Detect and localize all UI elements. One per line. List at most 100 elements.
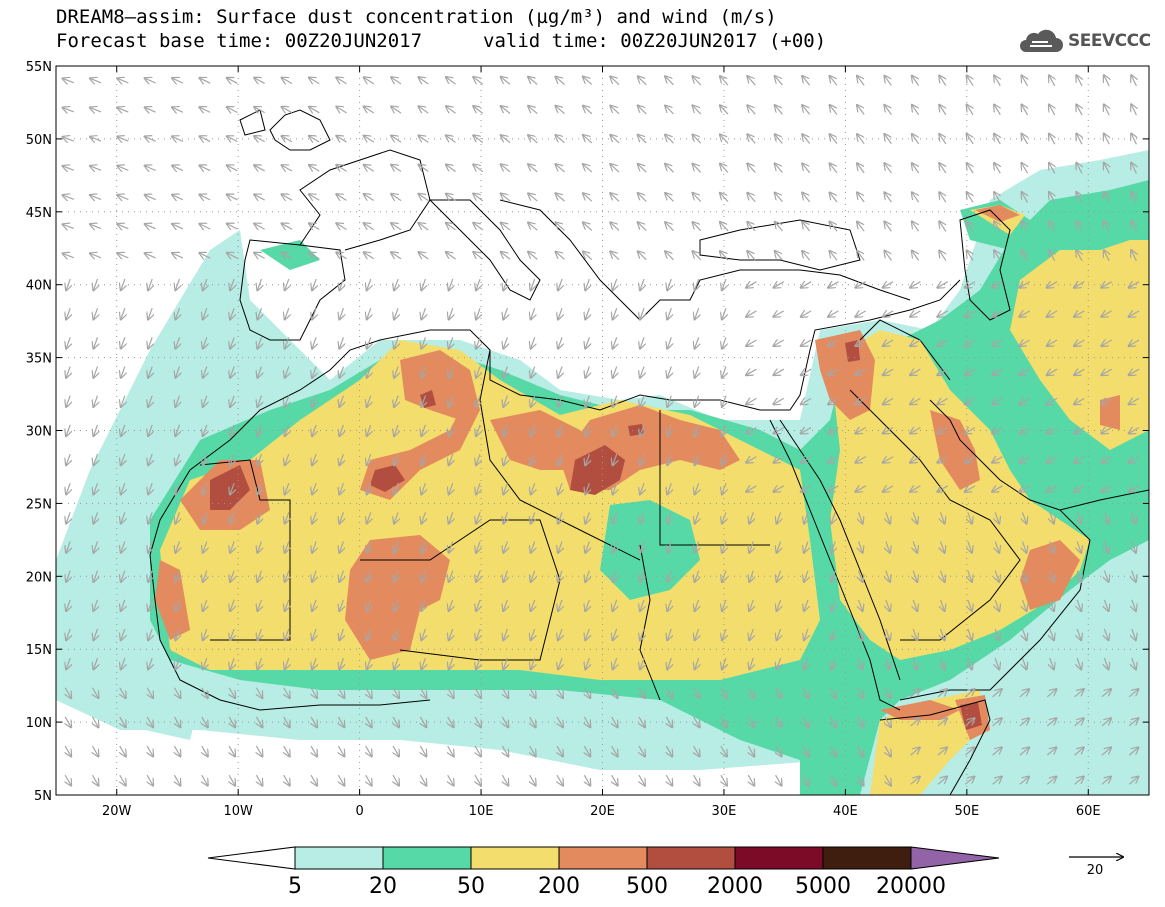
wind-arrow — [1128, 689, 1138, 698]
wind-arrow — [175, 308, 179, 319]
wind-arrow — [229, 716, 235, 727]
wind-arrow — [501, 223, 511, 231]
wind-arrow — [311, 687, 317, 698]
wind-arrow — [855, 369, 867, 375]
wind-arrow — [254, 224, 265, 230]
wind-arrow — [254, 107, 265, 113]
wind-arrow — [285, 366, 289, 378]
wind-arrow — [449, 628, 453, 640]
wind-arrow — [203, 628, 207, 640]
wind-arrow — [121, 512, 125, 523]
wind-arrow — [339, 424, 343, 436]
wind-arrow — [1101, 369, 1112, 375]
wind-arrow — [285, 337, 289, 348]
wind-arrow — [912, 192, 920, 203]
wind-arrow — [364, 194, 375, 201]
wind-arrow — [1101, 398, 1112, 404]
wind-arrow — [394, 395, 398, 407]
wind-arrow — [828, 340, 839, 346]
wind-arrow — [367, 657, 371, 669]
wind-arrow — [692, 251, 702, 261]
wind-arrow — [720, 164, 729, 173]
longitude-axis: 20W 10W 0 10E 20E 30E 40E 50E 60E — [102, 66, 1101, 819]
wind-arrow — [117, 195, 129, 200]
lon-label: 60E — [1076, 804, 1101, 819]
wind-arrow — [558, 482, 562, 494]
wind-arrow — [855, 398, 867, 404]
wind-arrow — [667, 278, 671, 290]
colorbar-swatch — [734, 846, 824, 870]
wind-arrow — [667, 570, 671, 582]
wind-arrow — [312, 453, 316, 465]
wind-arrow — [446, 135, 456, 143]
colorbar-label: 2000 — [707, 874, 763, 899]
wind-arrow — [666, 716, 672, 727]
wind-arrow — [831, 628, 835, 640]
wind-arrow — [992, 689, 1002, 698]
wind-arrow — [339, 308, 343, 319]
wind-arrow — [1104, 541, 1108, 553]
wind-arrow — [502, 687, 508, 698]
wind-arrow — [992, 718, 1002, 727]
wind-arrow — [803, 745, 809, 756]
wind-arrow — [992, 747, 1002, 756]
wind-arrow — [720, 76, 729, 86]
wind-arrow — [230, 337, 234, 348]
wind-arrow — [421, 337, 425, 348]
wind-arrow — [1022, 599, 1026, 611]
wind-arrow — [937, 747, 947, 756]
wind-arrow — [913, 570, 917, 582]
wind-arrow — [910, 369, 921, 375]
wind-arrow — [801, 369, 812, 375]
wind-arrow — [747, 193, 756, 203]
border-niger — [360, 519, 561, 661]
wind-arrow — [1131, 104, 1136, 116]
coastline-horn — [879, 699, 991, 795]
wind-arrow — [202, 716, 208, 727]
wind-arrow — [964, 747, 974, 756]
wind-arrow — [503, 482, 507, 494]
colorbar-under-triangle — [207, 846, 296, 870]
wind-arrow — [1104, 599, 1108, 611]
wind-arrow — [667, 657, 671, 669]
wind-arrow — [640, 482, 644, 494]
wind-arrow — [421, 424, 425, 436]
wind-arrow — [285, 628, 289, 640]
wind-arrow — [448, 774, 454, 785]
wind-arrow — [285, 570, 289, 582]
wind-arrow — [148, 570, 152, 582]
wind-arrow — [117, 78, 129, 83]
wind-arrow — [746, 457, 757, 463]
wind-arrow — [746, 340, 757, 346]
wind-arrow — [230, 308, 234, 319]
wind-arrow — [828, 486, 839, 492]
wind-arrow — [1019, 428, 1031, 434]
wind-arrow — [282, 107, 293, 113]
wind-arrow — [421, 512, 425, 523]
wind-arrow — [120, 716, 126, 727]
wind-arrow — [282, 136, 293, 142]
wind-arrow — [364, 223, 375, 230]
wind-arrow — [309, 78, 320, 84]
wind-arrow — [803, 687, 809, 698]
wind-arrow — [773, 340, 785, 346]
wind-arrow — [640, 541, 644, 553]
wind-arrow — [531, 424, 535, 436]
wind-arrow — [1022, 512, 1026, 523]
wind-arrow — [585, 337, 589, 348]
wind-arrow — [667, 424, 671, 436]
wind-arrow — [1049, 75, 1055, 87]
wind-arrow — [1129, 398, 1140, 404]
wind-arrow — [1019, 689, 1029, 698]
wind-arrow — [121, 657, 125, 669]
wind-arrow — [1076, 104, 1082, 116]
wind-arrow — [994, 105, 1000, 116]
wind-arrow — [1049, 192, 1055, 203]
wind-arrow — [613, 541, 617, 553]
wind-arrow — [775, 251, 783, 261]
wind-arrow — [254, 165, 265, 171]
wind-arrow — [338, 774, 344, 785]
wind-arrow — [367, 366, 371, 378]
wind-arrow — [203, 541, 207, 553]
wind-arrow — [309, 165, 320, 171]
